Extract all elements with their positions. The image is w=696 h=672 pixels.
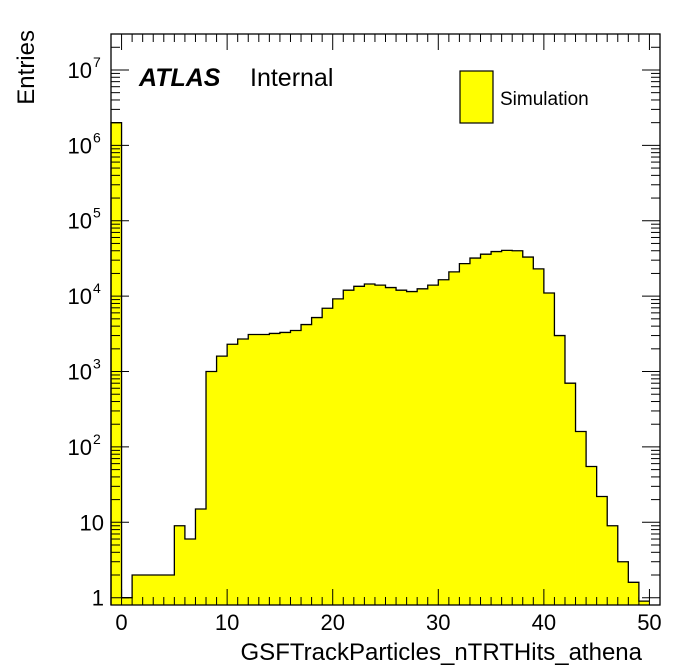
y-tick-label: 1 [92, 586, 104, 611]
histogram-bar [396, 290, 408, 605]
histogram-bar [543, 293, 555, 605]
histogram-bar [322, 308, 334, 605]
y-axis-ticks [111, 33, 660, 599]
histogram-bar [406, 291, 418, 605]
histogram-bar [142, 574, 154, 605]
x-tick-label: 50 [637, 610, 661, 635]
histogram-bar [564, 383, 576, 605]
y-tick-label: 10 [68, 58, 92, 83]
x-axis-label: GSFTrackParticles_nTRTHits_athena [241, 639, 643, 666]
y-tick-label: 10 [68, 360, 92, 385]
legend: Simulation [459, 70, 589, 124]
histogram-bar [448, 271, 460, 605]
histogram-bar [427, 285, 439, 605]
histogram-bar [111, 122, 122, 606]
histogram-bar [353, 286, 365, 605]
histogram-bar [290, 330, 302, 605]
histogram-bar [332, 298, 344, 605]
y-tick-exponent: 5 [93, 205, 101, 221]
histogram-bar [216, 356, 228, 605]
x-tick-label: 40 [532, 610, 556, 635]
histogram-bar [258, 334, 270, 605]
histogram-bar [459, 263, 471, 605]
histogram-bar [153, 574, 165, 605]
histogram-bar [174, 525, 186, 605]
histogram-bar [184, 539, 196, 605]
y-tick-exponent: 4 [93, 280, 101, 296]
histogram-bar [638, 601, 650, 605]
histogram-bar [469, 258, 481, 605]
histogram-bar [554, 335, 566, 605]
histogram-bar [617, 561, 629, 605]
histogram-bar [586, 466, 598, 605]
internal-label: Internal [250, 64, 333, 92]
histogram-bar [522, 257, 534, 605]
y-tick-exponent: 7 [93, 54, 101, 70]
y-tick-label: 10 [68, 133, 92, 158]
histogram-bar [343, 290, 355, 605]
y-axis-label: Entries [13, 30, 40, 105]
histogram-bar [480, 254, 492, 606]
histogram-bar [512, 250, 524, 605]
y-tick-label: 10 [68, 209, 92, 234]
histogram-bar [607, 525, 619, 605]
x-tick-label: 10 [215, 610, 239, 635]
histogram-outline [110, 122, 650, 605]
histogram-bar [121, 597, 133, 605]
histogram-bar [227, 344, 239, 605]
histogram-bar [269, 333, 281, 605]
histogram-bar [491, 251, 503, 605]
histogram-bar [163, 574, 175, 605]
y-tick-label: 10 [80, 510, 104, 535]
y-tick-exponent: 6 [93, 129, 101, 145]
histogram-bar [628, 582, 640, 605]
histogram-bar [301, 324, 312, 605]
y-tick-label: 10 [68, 284, 92, 309]
histogram-bar [279, 332, 291, 605]
histogram-bar [575, 431, 587, 605]
histogram-bar [364, 283, 376, 605]
x-tick-label: 30 [426, 610, 450, 635]
x-tick-label: 20 [320, 610, 344, 635]
y-tick-label: 10 [68, 435, 92, 460]
histogram-bar [385, 287, 397, 605]
histogram-bar [248, 334, 260, 605]
histogram-bar [438, 279, 450, 605]
y-tick-exponent: 2 [93, 431, 101, 447]
atlas-label: ATLAS [138, 64, 221, 92]
y-tick-exponent: 3 [93, 356, 101, 372]
histogram-bars [111, 122, 650, 606]
histogram-bar [311, 317, 323, 605]
x-tick-labels: 0 10 20 30 40 50 [115, 610, 661, 635]
legend-label-simulation: Simulation [500, 89, 589, 110]
histogram-bar [374, 285, 386, 605]
x-axis-ticks [110, 34, 661, 605]
histogram-bar [533, 268, 545, 605]
histogram-bar [417, 288, 429, 605]
x-tick-label: 0 [115, 610, 127, 635]
histogram-bar [596, 496, 608, 605]
histogram-bar [132, 574, 144, 605]
histogram-bar [195, 509, 207, 605]
legend-swatch [459, 70, 494, 124]
histogram-bar [206, 371, 217, 605]
histogram-bar [501, 250, 513, 605]
histogram-bar [237, 339, 249, 605]
